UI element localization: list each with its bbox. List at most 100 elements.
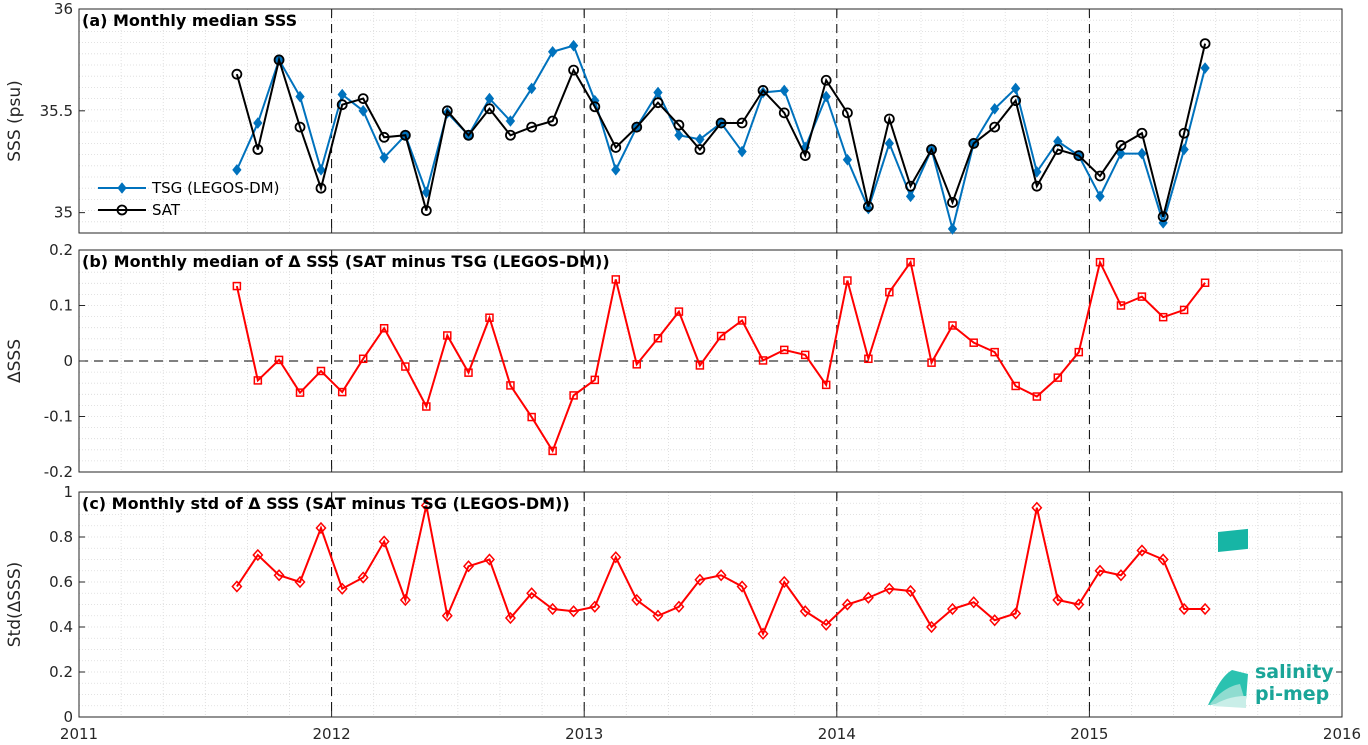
series-0 (231, 499, 1211, 640)
data-point (358, 105, 368, 117)
data-point (757, 627, 769, 640)
series-line (236, 505, 1206, 637)
data-point (1137, 292, 1147, 301)
data-point (694, 144, 706, 155)
data-point (1031, 501, 1043, 514)
data-point (843, 276, 852, 285)
data-point (842, 153, 853, 166)
data-point (1094, 564, 1106, 577)
data-point (821, 90, 831, 103)
data-point (378, 131, 390, 143)
panel-title: (c) Monthly std of Δ SSS (SAT minus TSG … (82, 494, 570, 513)
data-point (526, 587, 538, 600)
y-tick-label: 0.1 (49, 297, 73, 315)
data-point (1074, 347, 1084, 357)
data-point (358, 354, 368, 364)
panel-title: (b) Monthly median of Δ SSS (SAT minus T… (82, 252, 610, 271)
data-point (694, 573, 706, 586)
logo-line1: salinity (1255, 661, 1334, 683)
data-point (420, 205, 432, 217)
data-point (737, 145, 747, 158)
data-point (1179, 305, 1189, 315)
data-point (1200, 62, 1210, 74)
data-point (969, 338, 978, 347)
data-point (905, 190, 916, 203)
data-point (716, 331, 726, 341)
data-point (294, 121, 306, 133)
series-1 (231, 38, 1211, 223)
data-point (399, 593, 411, 607)
data-point (589, 600, 601, 613)
data-point (989, 121, 1001, 133)
data-point (485, 313, 494, 322)
data-point (1200, 278, 1210, 287)
data-point (926, 620, 938, 634)
data-point (1010, 607, 1022, 620)
data-point (674, 307, 684, 316)
data-point (610, 142, 622, 153)
data-point (948, 321, 957, 330)
data-point (883, 113, 895, 125)
x-tick-label: 2012 (313, 725, 351, 743)
data-point (1095, 190, 1105, 203)
data-point (631, 121, 643, 133)
y-tick-label: 0 (63, 352, 73, 370)
panel-title: (a) Monthly median SSS (82, 11, 297, 30)
data-point (862, 201, 874, 212)
data-point (1073, 150, 1085, 162)
data-point (1073, 598, 1085, 611)
data-point (821, 380, 831, 390)
data-point (736, 117, 748, 129)
data-point (799, 605, 811, 618)
data-point (715, 117, 727, 129)
data-point (1031, 180, 1043, 192)
data-point (568, 39, 579, 52)
data-point (336, 99, 348, 111)
data-point (505, 115, 516, 127)
data-point (906, 257, 915, 267)
data-point (378, 535, 390, 548)
data-point (990, 102, 1000, 115)
y-tick-label: -0.2 (44, 463, 73, 481)
data-point (757, 85, 769, 96)
data-point (273, 54, 285, 66)
data-point (526, 121, 538, 133)
data-point (1136, 127, 1148, 139)
x-tick-label: 2016 (1323, 725, 1361, 743)
data-point (337, 88, 347, 101)
data-point (885, 287, 894, 297)
data-point (316, 164, 326, 176)
data-point (695, 361, 705, 370)
data-point (820, 74, 832, 86)
data-point (1011, 381, 1020, 391)
data-point (673, 119, 685, 131)
data-point (252, 548, 264, 562)
data-point (1116, 147, 1126, 160)
data-point (905, 180, 916, 192)
y-tick-label: 0.2 (49, 663, 73, 681)
data-point (674, 129, 684, 142)
data-point (464, 368, 473, 377)
data-point (864, 354, 873, 364)
data-point (1199, 602, 1211, 616)
data-point (1199, 38, 1211, 50)
data-point (736, 580, 748, 593)
data-point (569, 391, 578, 400)
data-point (1136, 544, 1148, 557)
data-point (337, 387, 347, 397)
data-point (1010, 82, 1021, 95)
data-point (315, 182, 327, 194)
data-point (422, 402, 431, 411)
series-0 (232, 257, 1210, 456)
data-point (590, 375, 600, 385)
data-point (357, 93, 369, 104)
data-point (1158, 312, 1168, 322)
data-point (399, 129, 411, 141)
data-point (800, 350, 810, 360)
data-point (1178, 127, 1190, 139)
data-point (862, 591, 874, 604)
y-axis-label: SSS (psu) (5, 80, 25, 161)
data-point (883, 582, 895, 595)
data-point (1178, 602, 1190, 616)
data-point (547, 602, 559, 616)
